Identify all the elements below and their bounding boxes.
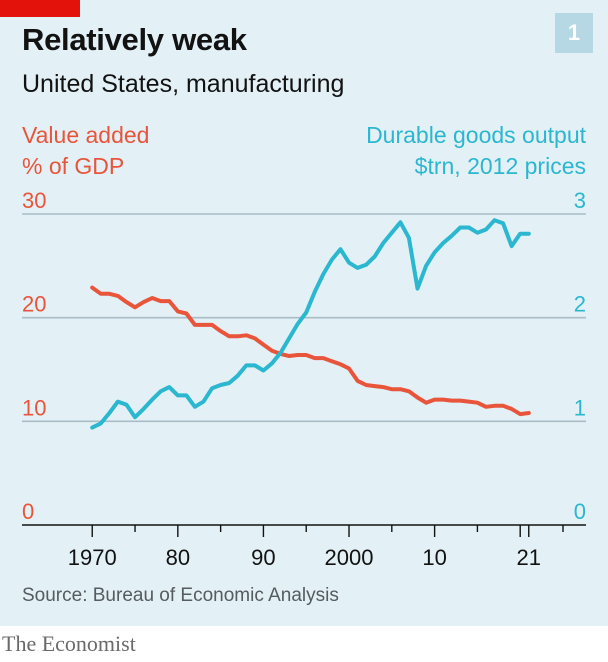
value-added-line bbox=[90, 285, 531, 417]
right-tick-label: 3 bbox=[574, 188, 586, 213]
durable-goods-output-line bbox=[90, 218, 531, 430]
left-tick-label: 20 bbox=[22, 292, 46, 317]
right-tick-label: 2 bbox=[574, 292, 586, 317]
right-axis-unit: $trn, 2012 prices bbox=[414, 153, 586, 179]
line-chart: 0 0 10 1 20 2 30 3 1970 80 90 2000 10 21 bbox=[22, 188, 586, 570]
chart-number-badge: 1 bbox=[555, 13, 593, 53]
source-note: Source: Bureau of Economic Analysis bbox=[22, 585, 339, 606]
left-axis-label: Value added bbox=[22, 122, 150, 148]
x-tick-label: 10 bbox=[422, 545, 446, 570]
left-tick-label: 0 bbox=[22, 499, 34, 524]
right-tick-label: 1 bbox=[574, 395, 586, 420]
brand-red-tab bbox=[0, 0, 80, 17]
left-tick-label: 10 bbox=[22, 395, 46, 420]
chart-card: Relatively weak United States, manufactu… bbox=[0, 0, 608, 626]
left-axis-unit: % of GDP bbox=[22, 153, 125, 179]
chart-title: Relatively weak bbox=[22, 22, 247, 57]
x-tick-label: 80 bbox=[166, 545, 190, 570]
x-tick-label: 21 bbox=[517, 545, 541, 570]
x-tick-label: 90 bbox=[251, 545, 275, 570]
economist-logo: The Economist bbox=[2, 631, 136, 656]
left-tick-label: 30 bbox=[22, 188, 46, 213]
x-tick-label: 2000 bbox=[325, 545, 374, 570]
chart-subtitle: United States, manufacturing bbox=[22, 70, 345, 98]
right-axis-label: Durable goods output bbox=[366, 122, 586, 148]
x-tick-label: 1970 bbox=[68, 545, 117, 570]
right-tick-label: 0 bbox=[574, 499, 586, 524]
